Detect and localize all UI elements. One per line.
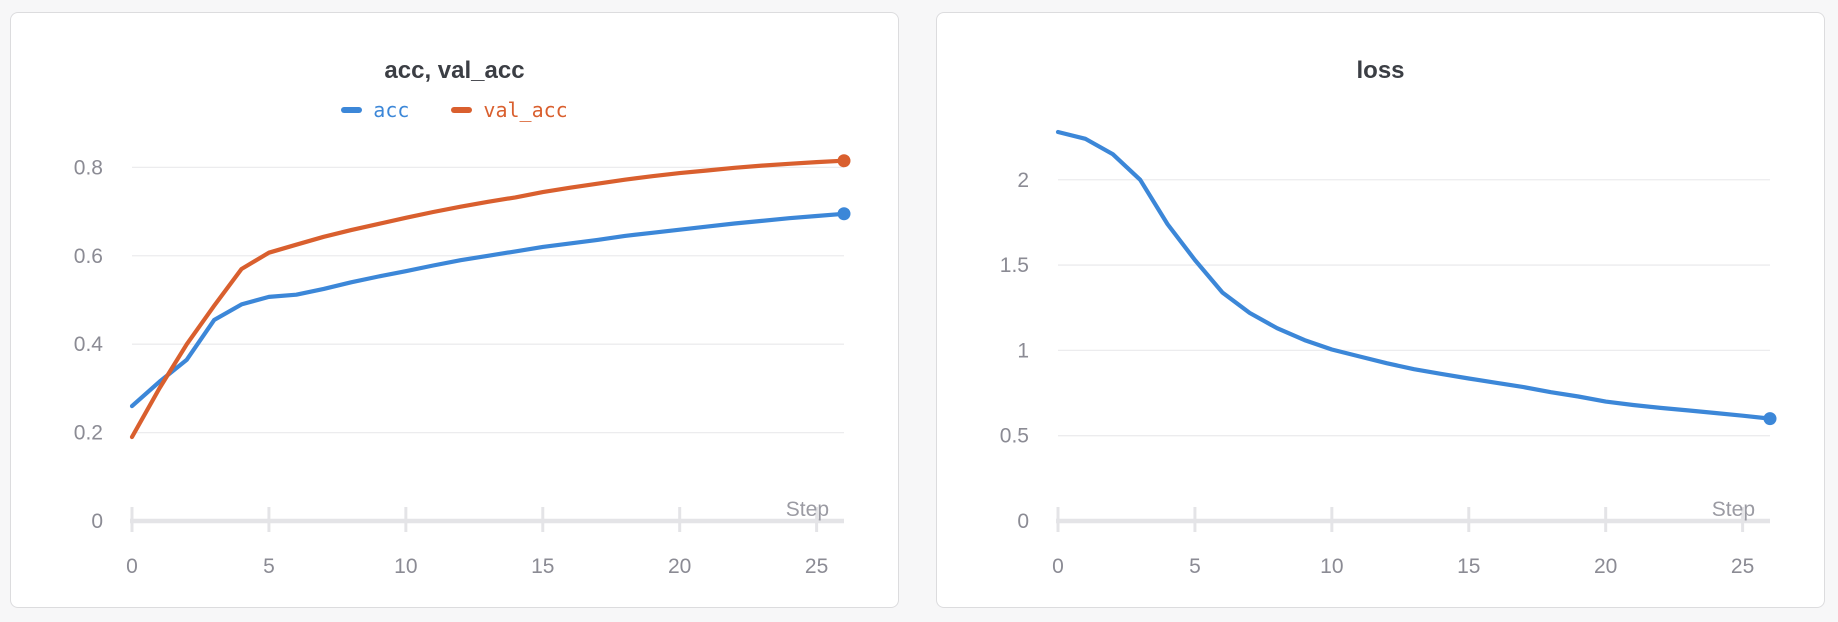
x-tick-label: 20 [668, 555, 691, 578]
x-tick-label: 0 [1052, 555, 1064, 578]
end-point-marker-loss [1763, 412, 1777, 426]
acc-line-plot[interactable]: 0 0.2 0.4 0.6 0.8 0 5 10 15 20 25 Step [11, 13, 898, 607]
legend-label-val-acc: val_acc [483, 98, 568, 122]
x-tick-label: 5 [263, 555, 275, 578]
end-point-marker-val_acc [837, 154, 851, 168]
x-tick-label: 20 [1594, 555, 1617, 578]
y-tick-label: 0.5 [1000, 425, 1029, 448]
series-line-loss [1055, 129, 1773, 421]
series-line-val_acc [129, 158, 847, 440]
x-tick-label: 0 [126, 555, 138, 578]
x-tick-label: 15 [531, 555, 554, 578]
series-line-acc [129, 211, 847, 409]
y-tick-label: 1.5 [1000, 254, 1029, 277]
x-tick-label: 10 [394, 555, 417, 578]
x-axis-label: Step [1712, 498, 1755, 521]
end-point-marker-acc [837, 207, 851, 221]
legend-item-val-acc[interactable]: val_acc [451, 98, 568, 122]
legend-swatch-acc [341, 107, 363, 113]
chart-title-acc: acc, val_acc [384, 57, 525, 84]
y-tick-label: 0 [91, 510, 103, 533]
chart-legend: acc val_acc [11, 97, 898, 123]
chart-panel-acc[interactable]: acc, val_acc acc val_acc 0 0.2 0.4 0.6 0.8 0 5… [10, 12, 899, 608]
y-tick-label: 0 [1017, 510, 1029, 533]
x-axis-label: Step [786, 498, 829, 521]
y-tick-label: 1 [1017, 339, 1029, 362]
legend-item-acc[interactable]: acc [341, 99, 409, 121]
x-tick-label: 15 [1457, 555, 1480, 578]
y-tick-label: 0.4 [74, 333, 104, 356]
y-tick-label: 0.2 [74, 422, 103, 445]
x-tick-label: 25 [1731, 555, 1754, 578]
x-tick-label: 5 [1189, 555, 1201, 578]
legend-label-acc: acc [373, 98, 410, 122]
chart-title-loss: loss [1356, 57, 1405, 84]
legend-swatch-val-acc [451, 107, 473, 113]
y-tick-label: 0.6 [74, 245, 103, 268]
chart-panel-loss[interactable]: loss 0 0.5 1 1.5 2 0 5 10 15 20 25 Step [936, 12, 1825, 608]
x-tick-label: 25 [805, 555, 828, 578]
y-tick-label: 2 [1017, 169, 1029, 192]
x-tick-label: 10 [1320, 555, 1343, 578]
y-tick-label: 0.8 [74, 156, 103, 179]
